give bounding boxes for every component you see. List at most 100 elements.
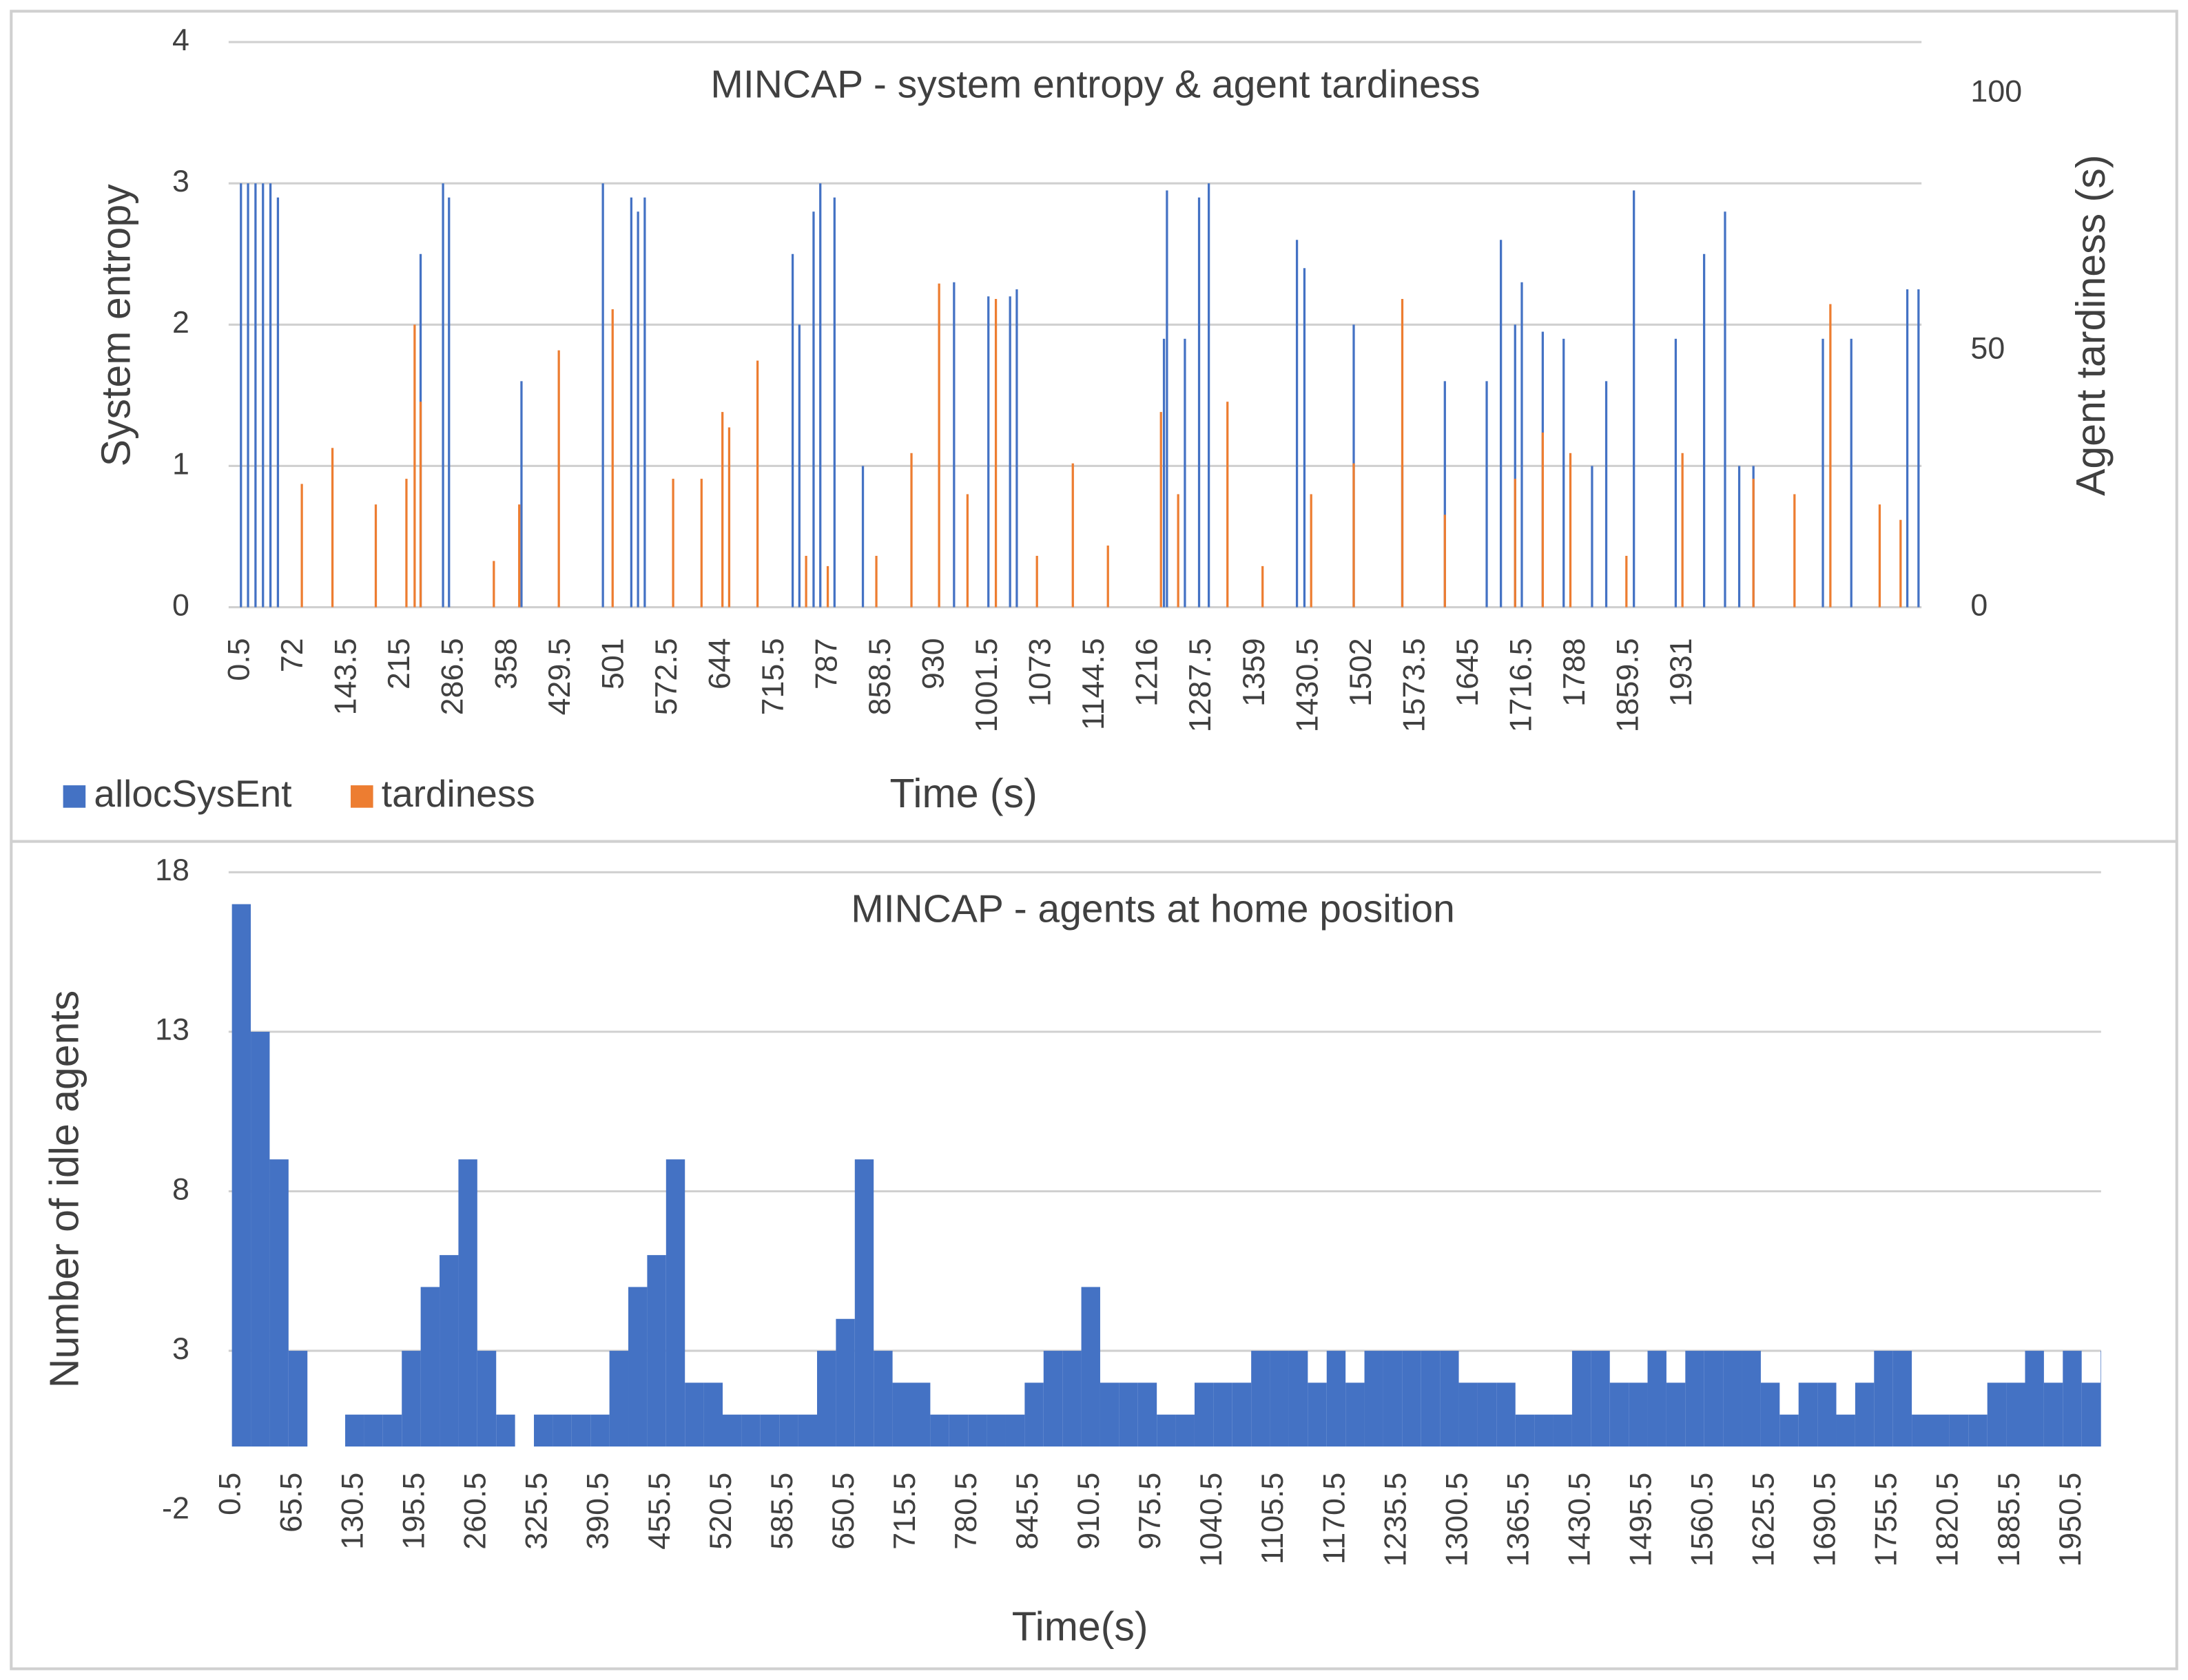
x-tick-label: 325.5 <box>519 1473 554 1550</box>
bar <box>637 211 639 608</box>
bar <box>1251 1351 1270 1447</box>
x-tick-label: 0.5 <box>222 638 256 681</box>
x-tick-label: 1573.5 <box>1396 638 1431 732</box>
bar <box>1159 412 1162 608</box>
x-tick-label: 1001.5 <box>969 638 1004 732</box>
x-tick-label: 390.5 <box>581 1473 615 1550</box>
bar <box>721 412 724 608</box>
x-tick-label: 1216 <box>1130 638 1164 707</box>
bar <box>1724 211 1726 608</box>
bar <box>2006 1382 2025 1447</box>
bar <box>1702 253 1706 608</box>
bar <box>1704 1351 1724 1447</box>
x-tick-label: 501 <box>595 638 630 689</box>
bar <box>672 479 674 608</box>
bar <box>458 1159 477 1447</box>
x-tick-label: 0.5 <box>212 1473 247 1515</box>
bar <box>1647 1351 1666 1447</box>
bar <box>1609 1382 1629 1447</box>
x-tick-label: 1560.5 <box>1685 1473 1720 1567</box>
bar <box>703 1382 723 1447</box>
bar <box>723 1414 742 1447</box>
bar <box>1015 289 1018 608</box>
bar <box>374 504 378 608</box>
x-tick-label: 1931 <box>1664 638 1698 707</box>
bar <box>420 1287 440 1447</box>
bar <box>1308 1382 1327 1447</box>
bar <box>1674 338 1678 608</box>
bar <box>1569 453 1572 608</box>
y2-axis-title: Agent tardiness (s) <box>2068 155 2114 496</box>
bar <box>1496 1382 1516 1447</box>
x-tick-label: 1495.5 <box>1624 1473 1658 1567</box>
bar <box>1591 466 1593 608</box>
bar <box>1352 463 1355 608</box>
x-tick-label: 1716.5 <box>1503 638 1538 732</box>
bar <box>1443 515 1446 608</box>
x-axis-title: Time (s) <box>890 771 1038 816</box>
bar <box>892 1382 911 1447</box>
bar <box>647 1255 666 1447</box>
bar <box>1968 1414 1988 1447</box>
bar <box>987 1414 1006 1447</box>
bar <box>1666 1382 1686 1447</box>
bar <box>819 183 822 608</box>
bar <box>756 360 759 608</box>
legend-label: tardiness <box>382 772 535 815</box>
bar <box>1779 1414 1799 1447</box>
bar <box>949 1414 969 1447</box>
bar <box>930 1414 949 1447</box>
y2-tick-label: 50 <box>1970 331 2005 365</box>
y-axis-title: System entropy <box>94 184 139 467</box>
x-tick-label: 910.5 <box>1071 1473 1106 1550</box>
bar <box>938 283 940 608</box>
x-tick-label: 260.5 <box>458 1473 493 1550</box>
x-tick-label: 143.5 <box>329 638 363 715</box>
bar <box>875 555 878 608</box>
bar <box>1541 432 1544 608</box>
x-tick-label: 975.5 <box>1133 1473 1167 1550</box>
chart-title: MINCAP - agents at home position <box>851 886 1455 931</box>
bar <box>1345 1382 1365 1447</box>
bar <box>1892 1351 1912 1447</box>
bar <box>1906 289 1909 608</box>
y-tick-label: 1 <box>172 446 189 481</box>
bar <box>987 296 990 608</box>
bar <box>276 197 280 608</box>
bar <box>609 1351 629 1447</box>
x-tick-label: 1788 <box>1557 638 1591 707</box>
x-tick-label: 572.5 <box>649 638 683 715</box>
x-tick-label: 715.5 <box>887 1473 922 1550</box>
bar <box>2043 1382 2063 1447</box>
bar <box>1197 197 1201 608</box>
bar <box>1421 1351 1441 1447</box>
y2-tick-label: 100 <box>1970 74 2022 108</box>
x-tick-label: 195.5 <box>397 1473 431 1550</box>
bar <box>1119 1382 1138 1447</box>
bar <box>1458 1382 1478 1447</box>
bar <box>448 197 451 608</box>
bar <box>911 1382 931 1447</box>
bar <box>1798 1382 1818 1447</box>
bar <box>1270 1351 1289 1447</box>
legend-label: allocSysEnt <box>94 772 291 815</box>
y-tick-label: 8 <box>172 1172 189 1206</box>
bar <box>1737 466 1741 608</box>
bar <box>685 1382 704 1447</box>
bar <box>402 1351 421 1447</box>
bar <box>1035 555 1038 608</box>
bar <box>1485 381 1488 608</box>
bar <box>247 183 249 608</box>
bar <box>1226 402 1229 608</box>
bar <box>1752 479 1755 608</box>
x-tick-label: 65.5 <box>274 1473 309 1533</box>
bar <box>1987 1382 2007 1447</box>
bar <box>477 1351 497 1447</box>
legend-swatch <box>63 785 86 808</box>
bar <box>836 1318 855 1447</box>
bar <box>1071 463 1074 608</box>
x-tick-label: 1859.5 <box>1611 638 1645 732</box>
bar <box>1081 1287 1100 1447</box>
y-tick-label: 3 <box>172 1331 189 1366</box>
bar <box>1553 1414 1572 1447</box>
